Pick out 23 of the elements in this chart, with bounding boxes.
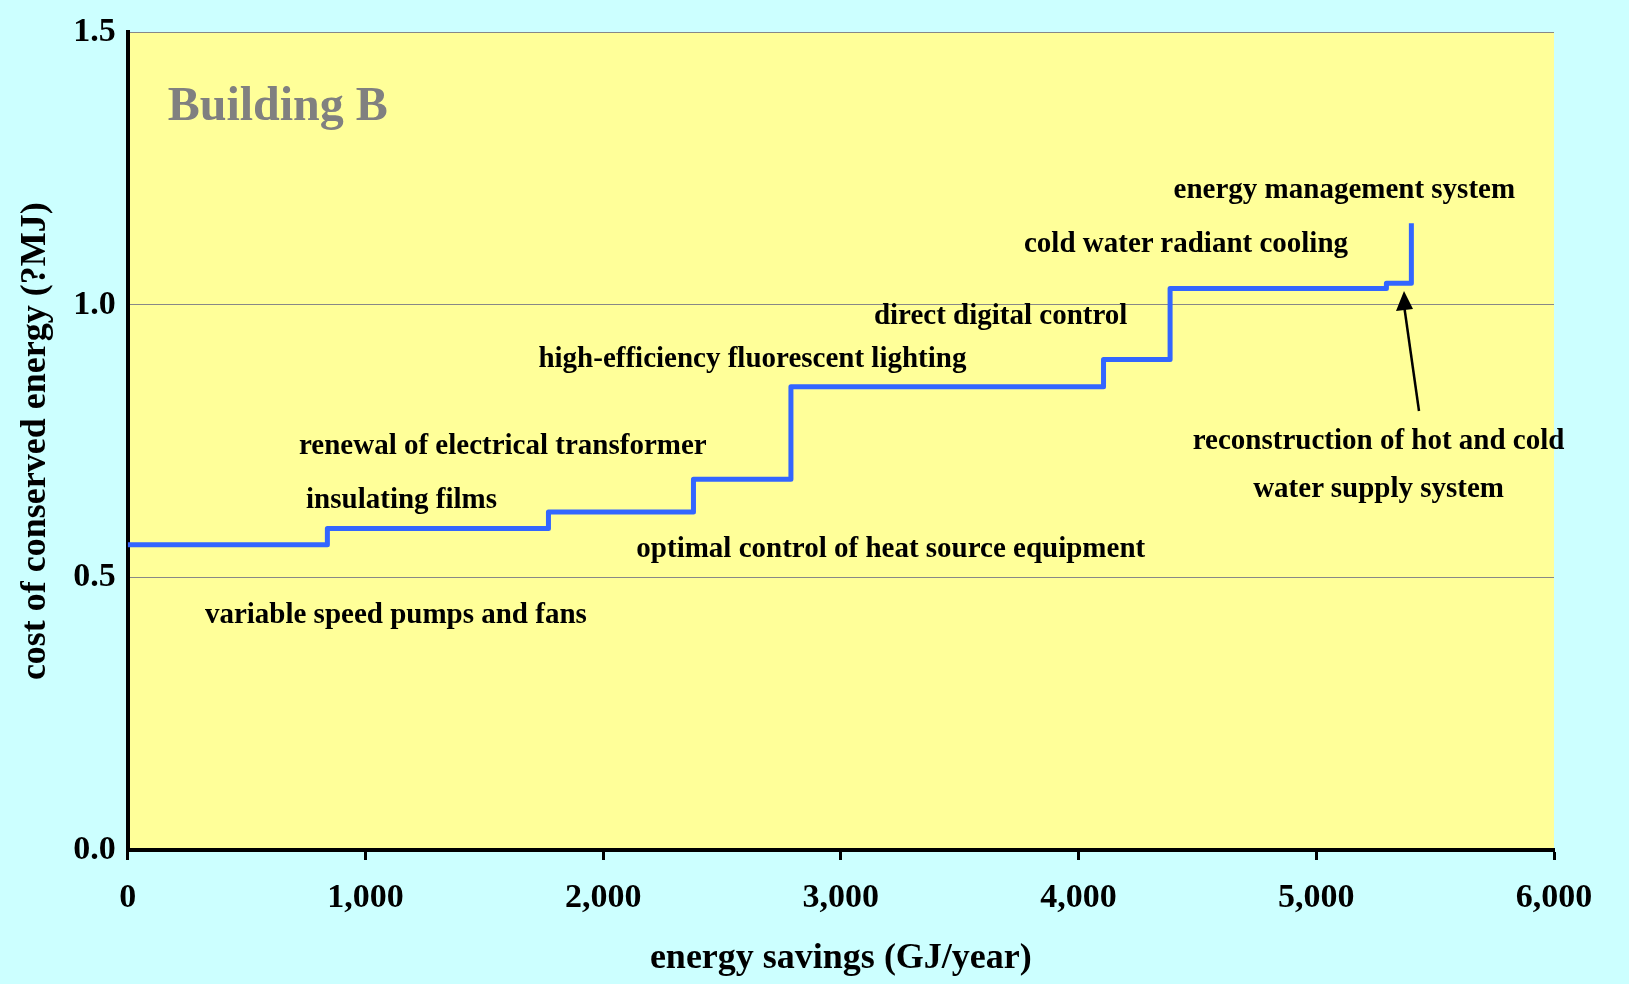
x-tick-label: 5,000 [1278,877,1355,915]
annotation: reconstruction of hot and cold water supply system [1192,422,1565,503]
annotation: energy management system [1173,171,1516,204]
annotation: insulating films [306,482,498,515]
x-tick-label: 2,000 [564,877,642,915]
y-axis-title: cost of conserved energy (?MJ) [12,202,53,681]
annotation: optimal control of heat source equipment [636,531,1146,564]
annotation: renewal of electrical transformer [298,428,707,461]
x-tick-label: 1,000 [327,877,404,915]
y-tick-label: 1.0 [73,283,116,321]
annotation: cold water radiant cooling [1023,226,1349,259]
y-tick-label: 0.0 [73,828,116,866]
x-tick-label: 6,000 [1515,877,1593,915]
y-tick-label: 1.5 [73,11,116,49]
x-tick-label: 0 [119,877,137,915]
annotation: high-efficiency fluorescent lighting [538,340,967,373]
x-axis-title: energy savings (GJ/year) [649,935,1032,976]
text: Building B [167,76,388,130]
x-tick-label: 3,000 [802,877,880,915]
y-tick-label: 0.5 [73,556,116,594]
annotation: variable speed pumps and fans [204,596,587,629]
annotation: direct digital control [873,297,1128,330]
x-tick-label: 4,000 [1040,877,1117,915]
